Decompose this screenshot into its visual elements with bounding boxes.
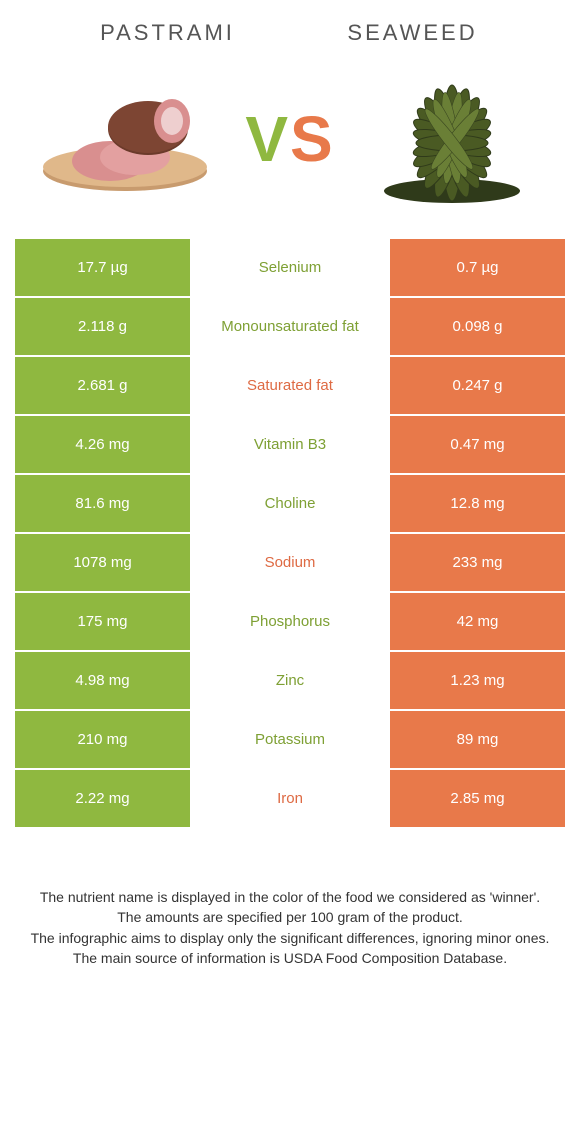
table-row: 81.6 mgCholine12.8 mg [15, 475, 565, 532]
footer-line-4: The main source of information is USDA F… [25, 948, 555, 968]
left-value: 17.7 µg [15, 239, 190, 296]
infographic-container: PASTRAMI SEAWEED VS [0, 0, 580, 988]
table-row: 17.7 µgSelenium0.7 µg [15, 239, 565, 296]
left-value: 2.22 mg [15, 770, 190, 827]
left-value: 1078 mg [15, 534, 190, 591]
right-value: 89 mg [390, 711, 565, 768]
vs-s: S [290, 103, 335, 175]
nutrient-name: Choline [190, 475, 390, 532]
left-value: 81.6 mg [15, 475, 190, 532]
table-row: 210 mgPotassium89 mg [15, 711, 565, 768]
nutrient-name: Zinc [190, 652, 390, 709]
nutrient-name: Potassium [190, 711, 390, 768]
table-row: 1078 mgSodium233 mg [15, 534, 565, 591]
pastrami-image [40, 71, 215, 206]
nutrient-name: Iron [190, 770, 390, 827]
images-row: VS [15, 61, 565, 231]
right-value: 233 mg [390, 534, 565, 591]
right-value: 42 mg [390, 593, 565, 650]
left-food-title: PASTRAMI [45, 20, 290, 46]
footer-notes: The nutrient name is displayed in the co… [15, 887, 565, 968]
nutrient-name: Phosphorus [190, 593, 390, 650]
left-value: 175 mg [15, 593, 190, 650]
vs-v: V [245, 103, 290, 175]
left-value: 2.118 g [15, 298, 190, 355]
footer-line-3: The infographic aims to display only the… [25, 928, 555, 948]
table-row: 2.681 gSaturated fat0.247 g [15, 357, 565, 414]
right-value: 0.47 mg [390, 416, 565, 473]
nutrient-name: Sodium [190, 534, 390, 591]
table-row: 175 mgPhosphorus42 mg [15, 593, 565, 650]
vs-label: VS [245, 102, 334, 176]
right-value: 1.23 mg [390, 652, 565, 709]
nutrient-name: Saturated fat [190, 357, 390, 414]
left-value: 4.26 mg [15, 416, 190, 473]
right-value: 0.7 µg [390, 239, 565, 296]
seaweed-image [365, 71, 540, 206]
table-row: 2.22 mgIron2.85 mg [15, 770, 565, 827]
left-value: 210 mg [15, 711, 190, 768]
nutrient-table: 17.7 µgSelenium0.7 µg2.118 gMonounsatura… [15, 239, 565, 827]
footer-line-1: The nutrient name is displayed in the co… [25, 887, 555, 907]
right-food-title: SEAWEED [290, 20, 535, 46]
left-value: 4.98 mg [15, 652, 190, 709]
table-row: 4.26 mgVitamin B30.47 mg [15, 416, 565, 473]
table-row: 2.118 gMonounsaturated fat0.098 g [15, 298, 565, 355]
right-value: 2.85 mg [390, 770, 565, 827]
nutrient-name: Vitamin B3 [190, 416, 390, 473]
right-value: 12.8 mg [390, 475, 565, 532]
header-row: PASTRAMI SEAWEED [15, 20, 565, 61]
left-value: 2.681 g [15, 357, 190, 414]
table-row: 4.98 mgZinc1.23 mg [15, 652, 565, 709]
footer-line-2: The amounts are specified per 100 gram o… [25, 907, 555, 927]
nutrient-name: Selenium [190, 239, 390, 296]
nutrient-name: Monounsaturated fat [190, 298, 390, 355]
right-value: 0.247 g [390, 357, 565, 414]
right-value: 0.098 g [390, 298, 565, 355]
